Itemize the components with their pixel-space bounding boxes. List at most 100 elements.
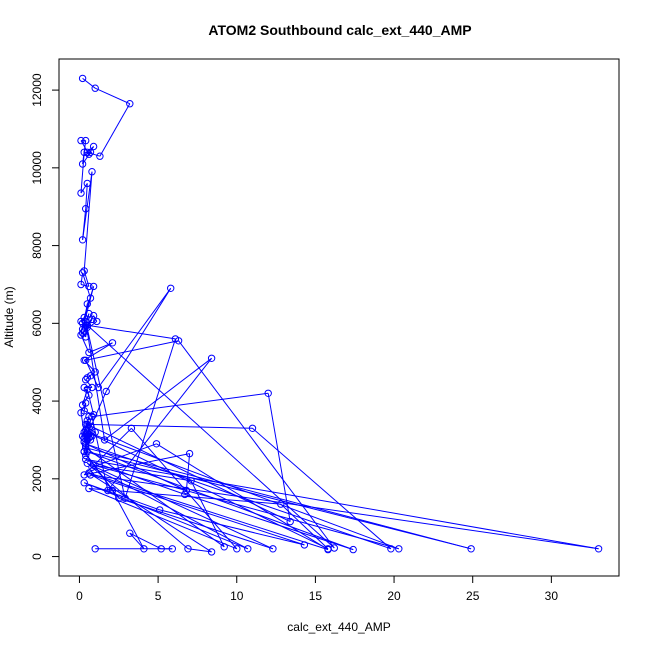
series-segment — [156, 443, 329, 551]
series-points — [77, 74, 603, 556]
data-point — [126, 100, 134, 108]
data-point — [82, 205, 90, 213]
data-point — [126, 529, 134, 537]
x-tick-label: 20 — [387, 589, 401, 603]
data-point — [78, 74, 87, 83]
series-segment — [90, 474, 305, 546]
data-point — [89, 311, 98, 320]
series-segment — [80, 183, 88, 194]
data-point — [77, 136, 85, 145]
data-point — [233, 545, 241, 553]
series-segment — [85, 458, 599, 550]
series-segment — [107, 357, 212, 491]
series-segment — [86, 462, 189, 550]
data-point — [78, 160, 87, 168]
data-point — [89, 411, 98, 419]
series-segment — [85, 360, 99, 388]
data-point — [77, 331, 85, 339]
y-tick-label: 6000 — [30, 310, 44, 337]
data-point — [83, 416, 92, 425]
data-point — [387, 545, 395, 553]
data-point — [182, 486, 191, 495]
y-tick-label: 4000 — [30, 387, 44, 414]
series-segment — [83, 171, 93, 271]
series-segment — [85, 321, 106, 440]
data-point — [156, 506, 164, 514]
series-segment — [129, 532, 162, 550]
data-point — [83, 321, 92, 329]
data-point — [127, 424, 136, 432]
data-point — [85, 309, 93, 318]
data-point — [184, 545, 192, 553]
data-point — [102, 387, 110, 396]
data-point — [300, 541, 309, 549]
x-tick-label: 10 — [230, 589, 244, 603]
data-point — [82, 356, 90, 364]
data-point — [83, 447, 92, 456]
data-point — [100, 436, 109, 444]
x-tick-label: 25 — [466, 589, 480, 603]
series-segment — [91, 466, 249, 550]
series-segment — [87, 451, 354, 551]
data-point — [85, 484, 93, 493]
data-point — [83, 428, 92, 436]
data-point — [83, 148, 92, 157]
data-point — [83, 432, 92, 440]
series-segment — [80, 284, 90, 287]
series-segment — [104, 357, 212, 441]
data-point — [264, 389, 272, 397]
data-point — [77, 409, 85, 417]
data-point — [108, 339, 117, 347]
y-tick-label: 10000 — [30, 151, 44, 185]
y-tick-label: 12000 — [30, 73, 44, 107]
data-point — [77, 189, 85, 197]
series-segment — [94, 87, 131, 105]
data-point — [82, 440, 90, 448]
series-segment — [80, 272, 84, 285]
data-point — [78, 329, 87, 337]
series-lines — [80, 78, 599, 553]
data-point — [207, 548, 216, 556]
series-segment — [86, 389, 95, 415]
data-point — [395, 545, 403, 553]
series-segment — [87, 324, 176, 340]
y-tick-label: 8000 — [30, 232, 44, 259]
data-point — [80, 447, 88, 456]
data-point — [185, 449, 194, 458]
y-axis-label: Altitude (m) — [2, 286, 16, 347]
data-point — [248, 424, 257, 432]
series-segment — [82, 272, 91, 299]
x-axis: 0 5 10 15 20 25 30 — [76, 575, 558, 603]
data-point — [85, 412, 93, 421]
series-segment — [82, 78, 96, 89]
series-segment — [87, 431, 399, 550]
series-segment — [185, 453, 191, 491]
data-point — [82, 455, 90, 464]
data-point — [286, 517, 294, 526]
series-segment — [85, 443, 187, 491]
series-segment — [184, 493, 354, 551]
series-segment — [80, 152, 85, 194]
series-segment — [187, 548, 212, 553]
data-point — [78, 236, 87, 244]
series-segment — [99, 103, 131, 157]
x-tick-label: 5 — [155, 589, 162, 603]
series-segment — [87, 462, 274, 550]
series-segment — [83, 342, 113, 361]
x-tick-label: 0 — [76, 589, 83, 603]
data-point — [152, 440, 161, 448]
chart-title: ATOM2 Southbound calc_ext_440_AMP — [208, 22, 471, 38]
data-point — [108, 486, 117, 495]
data-point — [171, 335, 180, 343]
series-segment — [82, 389, 88, 406]
series-segment — [93, 464, 399, 550]
series-segment — [112, 490, 145, 550]
series-segment — [85, 340, 179, 361]
data-point — [80, 148, 88, 157]
data-point — [88, 168, 96, 176]
data-point — [86, 372, 95, 380]
data-point — [324, 545, 332, 554]
series-segment — [85, 447, 472, 550]
data-point — [86, 294, 95, 302]
series-segment — [88, 472, 329, 551]
